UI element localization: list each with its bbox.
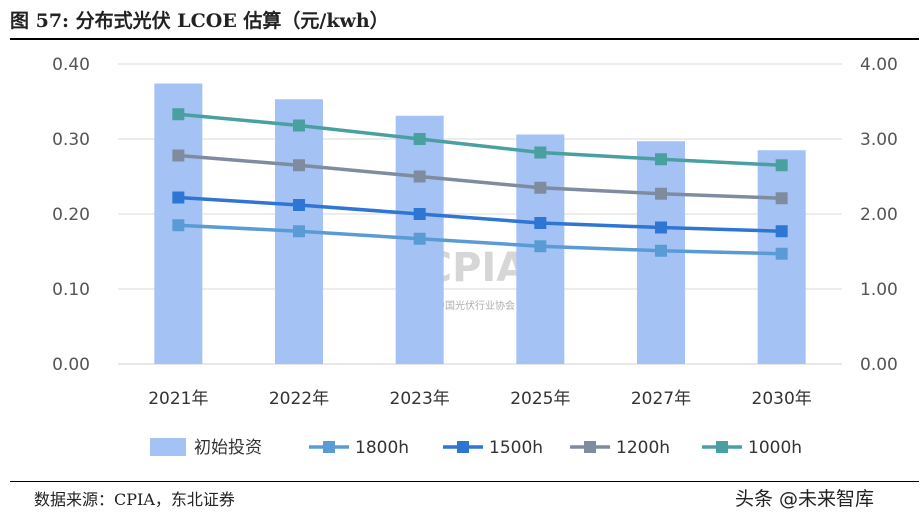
- series-point-1800h: [293, 225, 305, 238]
- series-point-1200h: [413, 170, 426, 183]
- category-label: 2030年: [752, 389, 812, 409]
- series-point-1200h: [775, 192, 788, 205]
- series-point-1500h: [293, 199, 305, 211]
- series-point-1500h: [413, 208, 426, 220]
- left-tick-label: 0.00: [52, 355, 90, 375]
- series-point-1000h: [775, 159, 788, 172]
- right-tick-label: 0.00: [860, 355, 898, 375]
- series-point-1800h: [413, 232, 426, 245]
- watermark-sub: 中国光伏行业协会: [435, 299, 515, 312]
- series-point-1000h: [534, 146, 547, 159]
- category-label: 2025年: [510, 389, 570, 409]
- left-tick-label: 0.40: [52, 55, 90, 75]
- series-point-1800h: [172, 219, 185, 232]
- legend-label: 1000h: [748, 438, 802, 458]
- category-label: 2021年: [148, 389, 208, 409]
- legend-label: 初始投资: [194, 438, 262, 458]
- right-tick-label: 3.00: [860, 130, 898, 150]
- legend: 初始投资 1800h 1500h 1200h 1000h: [150, 438, 802, 458]
- series-point-1500h: [172, 191, 185, 204]
- credit-text: 头条 @未来智库: [735, 488, 875, 510]
- left-tick-label: 0.20: [52, 205, 90, 225]
- series-point-1000h: [413, 133, 426, 145]
- legend-swatch-marker: [457, 441, 469, 453]
- right-tick-label: 4.00: [860, 55, 898, 75]
- legend-label: 1200h: [616, 438, 670, 458]
- category-axis: 2021年 2022年 2023年 2025年 2027年 2030年: [148, 389, 812, 409]
- source-note: 数据来源：CPIA，东北证券: [34, 490, 235, 509]
- series-point-1500h: [655, 221, 667, 234]
- series-point-1800h: [534, 240, 547, 253]
- series-line-1500h: [178, 195, 782, 233]
- left-axis: 0.00 0.10 0.20 0.30 0.40: [52, 55, 90, 375]
- left-tick-label: 0.30: [52, 130, 90, 150]
- left-tick-label: 0.10: [52, 280, 90, 300]
- series-point-1200h: [172, 149, 185, 162]
- category-label: 2023年: [390, 389, 450, 409]
- line-series: [172, 108, 788, 260]
- legend-swatch-marker: [323, 441, 335, 453]
- series-point-1800h: [775, 247, 788, 260]
- series-point-1200h: [655, 187, 667, 200]
- chart-title: 图 57: 分布式光伏 LCOE 估算（元/kwh）: [10, 10, 389, 32]
- right-tick-label: 2.00: [860, 205, 898, 225]
- series-point-1800h: [655, 244, 667, 257]
- series-point-1500h: [534, 217, 547, 229]
- series-point-1200h: [534, 181, 547, 194]
- series-line-1200h: [178, 153, 782, 200]
- right-tick-label: 1.00: [860, 280, 898, 300]
- title-divider: [10, 38, 919, 40]
- series-line-1800h: [178, 223, 782, 256]
- series-point-1500h: [775, 225, 788, 238]
- category-label: 2027年: [631, 389, 691, 409]
- category-label: 2022年: [269, 389, 329, 409]
- gridlines: [118, 63, 842, 365]
- bar-series: [154, 83, 806, 364]
- chart-svg: CPIA 中国光伏行业协会 0.000.100.200.300.40 0.001…: [52, 55, 898, 458]
- series-line-1000h: [178, 112, 782, 167]
- series-point-1000h: [293, 119, 305, 132]
- legend-label: 1800h: [355, 438, 409, 458]
- legend-swatch-marker: [584, 441, 596, 453]
- series-point-1000h: [172, 108, 185, 121]
- source-divider: [10, 481, 919, 482]
- series-point-1000h: [655, 153, 667, 166]
- legend-label: 1500h: [489, 438, 543, 458]
- right-axis: 0.00 1.00 2.00 3.00 4.00: [860, 55, 898, 375]
- legend-swatch-marker: [716, 441, 728, 453]
- legend-swatch-bar: [150, 438, 186, 456]
- series-point-1200h: [293, 159, 305, 172]
